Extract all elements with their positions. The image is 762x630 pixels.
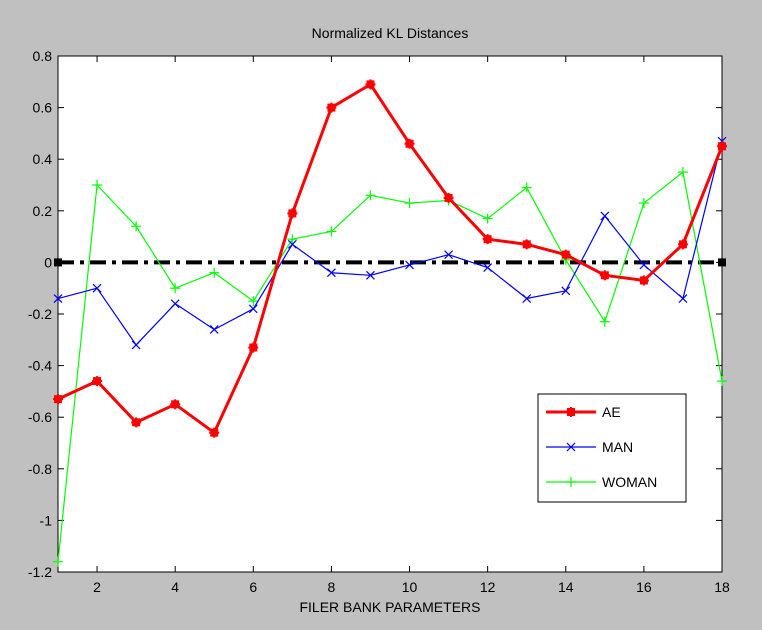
data-point-man [131,340,141,350]
x-axis-label: FILER BANK PARAMETERS [299,599,480,615]
y-tick-label: 0.2 [33,203,53,219]
data-point-woman [170,283,181,294]
data-point-man [209,325,219,334]
data-point-woman [53,556,63,567]
data-point-ae [131,417,142,428]
data-point-ae [209,427,220,438]
data-point-ae [560,249,571,260]
chart-title: Normalized KL Distances [312,25,469,41]
data-point-ae [717,141,727,152]
data-point-woman [287,234,298,245]
y-tick-label: 0 [44,254,52,270]
y-tick-label: -0.6 [28,409,52,425]
x-tick-label: 4 [171,579,179,595]
data-point-ae [482,234,493,245]
series-line-ae [57,82,724,435]
x-tick-label: 12 [480,579,496,595]
data-point-ae [53,394,63,405]
data-point-ae [404,138,415,149]
data-point-woman [248,296,259,307]
data-point-woman [482,213,493,224]
data-point-man [366,270,375,280]
x-tick-label: 16 [636,579,652,595]
zero-line-marker [718,258,726,267]
data-point-man [522,294,532,303]
legend: AE MAN WOMAN [537,393,687,503]
x-tick-label: 10 [402,579,418,595]
legend-label-woman: WOMAN [602,474,657,490]
legend-marker-man [566,442,576,452]
x-tick-label: 18 [714,579,730,595]
y-tick-label: -0.4 [28,358,52,374]
y-tick-label: 0.8 [33,48,53,64]
data-point-man [92,283,102,293]
data-point-ae [365,79,376,90]
data-point-man [444,250,454,260]
x-tick-label: 2 [93,579,101,595]
data-point-man [287,239,297,249]
data-point-woman [638,198,649,209]
data-point-ae [443,192,454,203]
data-point-woman [131,221,142,232]
data-point-man [326,268,336,278]
data-point-ae [287,208,298,219]
y-tick-label: 0.6 [33,100,53,116]
data-point-woman [209,267,220,278]
data-point-man [639,260,649,270]
y-tick-label: -1 [40,512,53,528]
legend-marker-ae [566,407,576,417]
x-tick-label: 6 [249,579,257,595]
data-point-ae [92,376,103,387]
data-point-ae [521,239,532,250]
data-point-woman [404,198,415,209]
data-point-man [483,263,493,272]
data-point-ae [638,275,649,286]
legend-marker-woman [566,477,576,487]
data-point-man [561,286,571,296]
data-point-woman [677,167,688,178]
legend-label-man: MAN [602,439,633,455]
data-point-man [248,304,258,314]
x-tick-label: 8 [328,579,336,595]
data-point-man [53,294,63,303]
x-tick-label: 14 [558,579,574,595]
data-point-man [600,211,610,221]
data-point-man [170,299,180,309]
data-point-man [405,260,414,270]
data-point-woman [326,226,337,237]
data-point-ae [677,239,688,250]
data-point-ae [326,102,337,113]
data-point-ae [170,399,181,410]
series-line-man [57,140,723,346]
data-point-man [678,294,688,303]
zero-line-marker [54,258,62,267]
data-point-ae [248,342,259,353]
data-point-woman [717,376,727,387]
y-tick-label: 0.4 [33,151,53,167]
data-point-ae [599,270,610,281]
data-point-woman [365,190,376,201]
data-point-woman [521,182,532,193]
y-tick-label: -0.2 [28,306,52,322]
y-tick-label: -0.8 [28,461,52,477]
series-line-woman [57,171,723,562]
data-point-woman [599,316,610,327]
data-point-woman [92,180,103,190]
y-tick-label: -1.2 [28,564,52,580]
legend-label-ae: AE [602,404,621,420]
